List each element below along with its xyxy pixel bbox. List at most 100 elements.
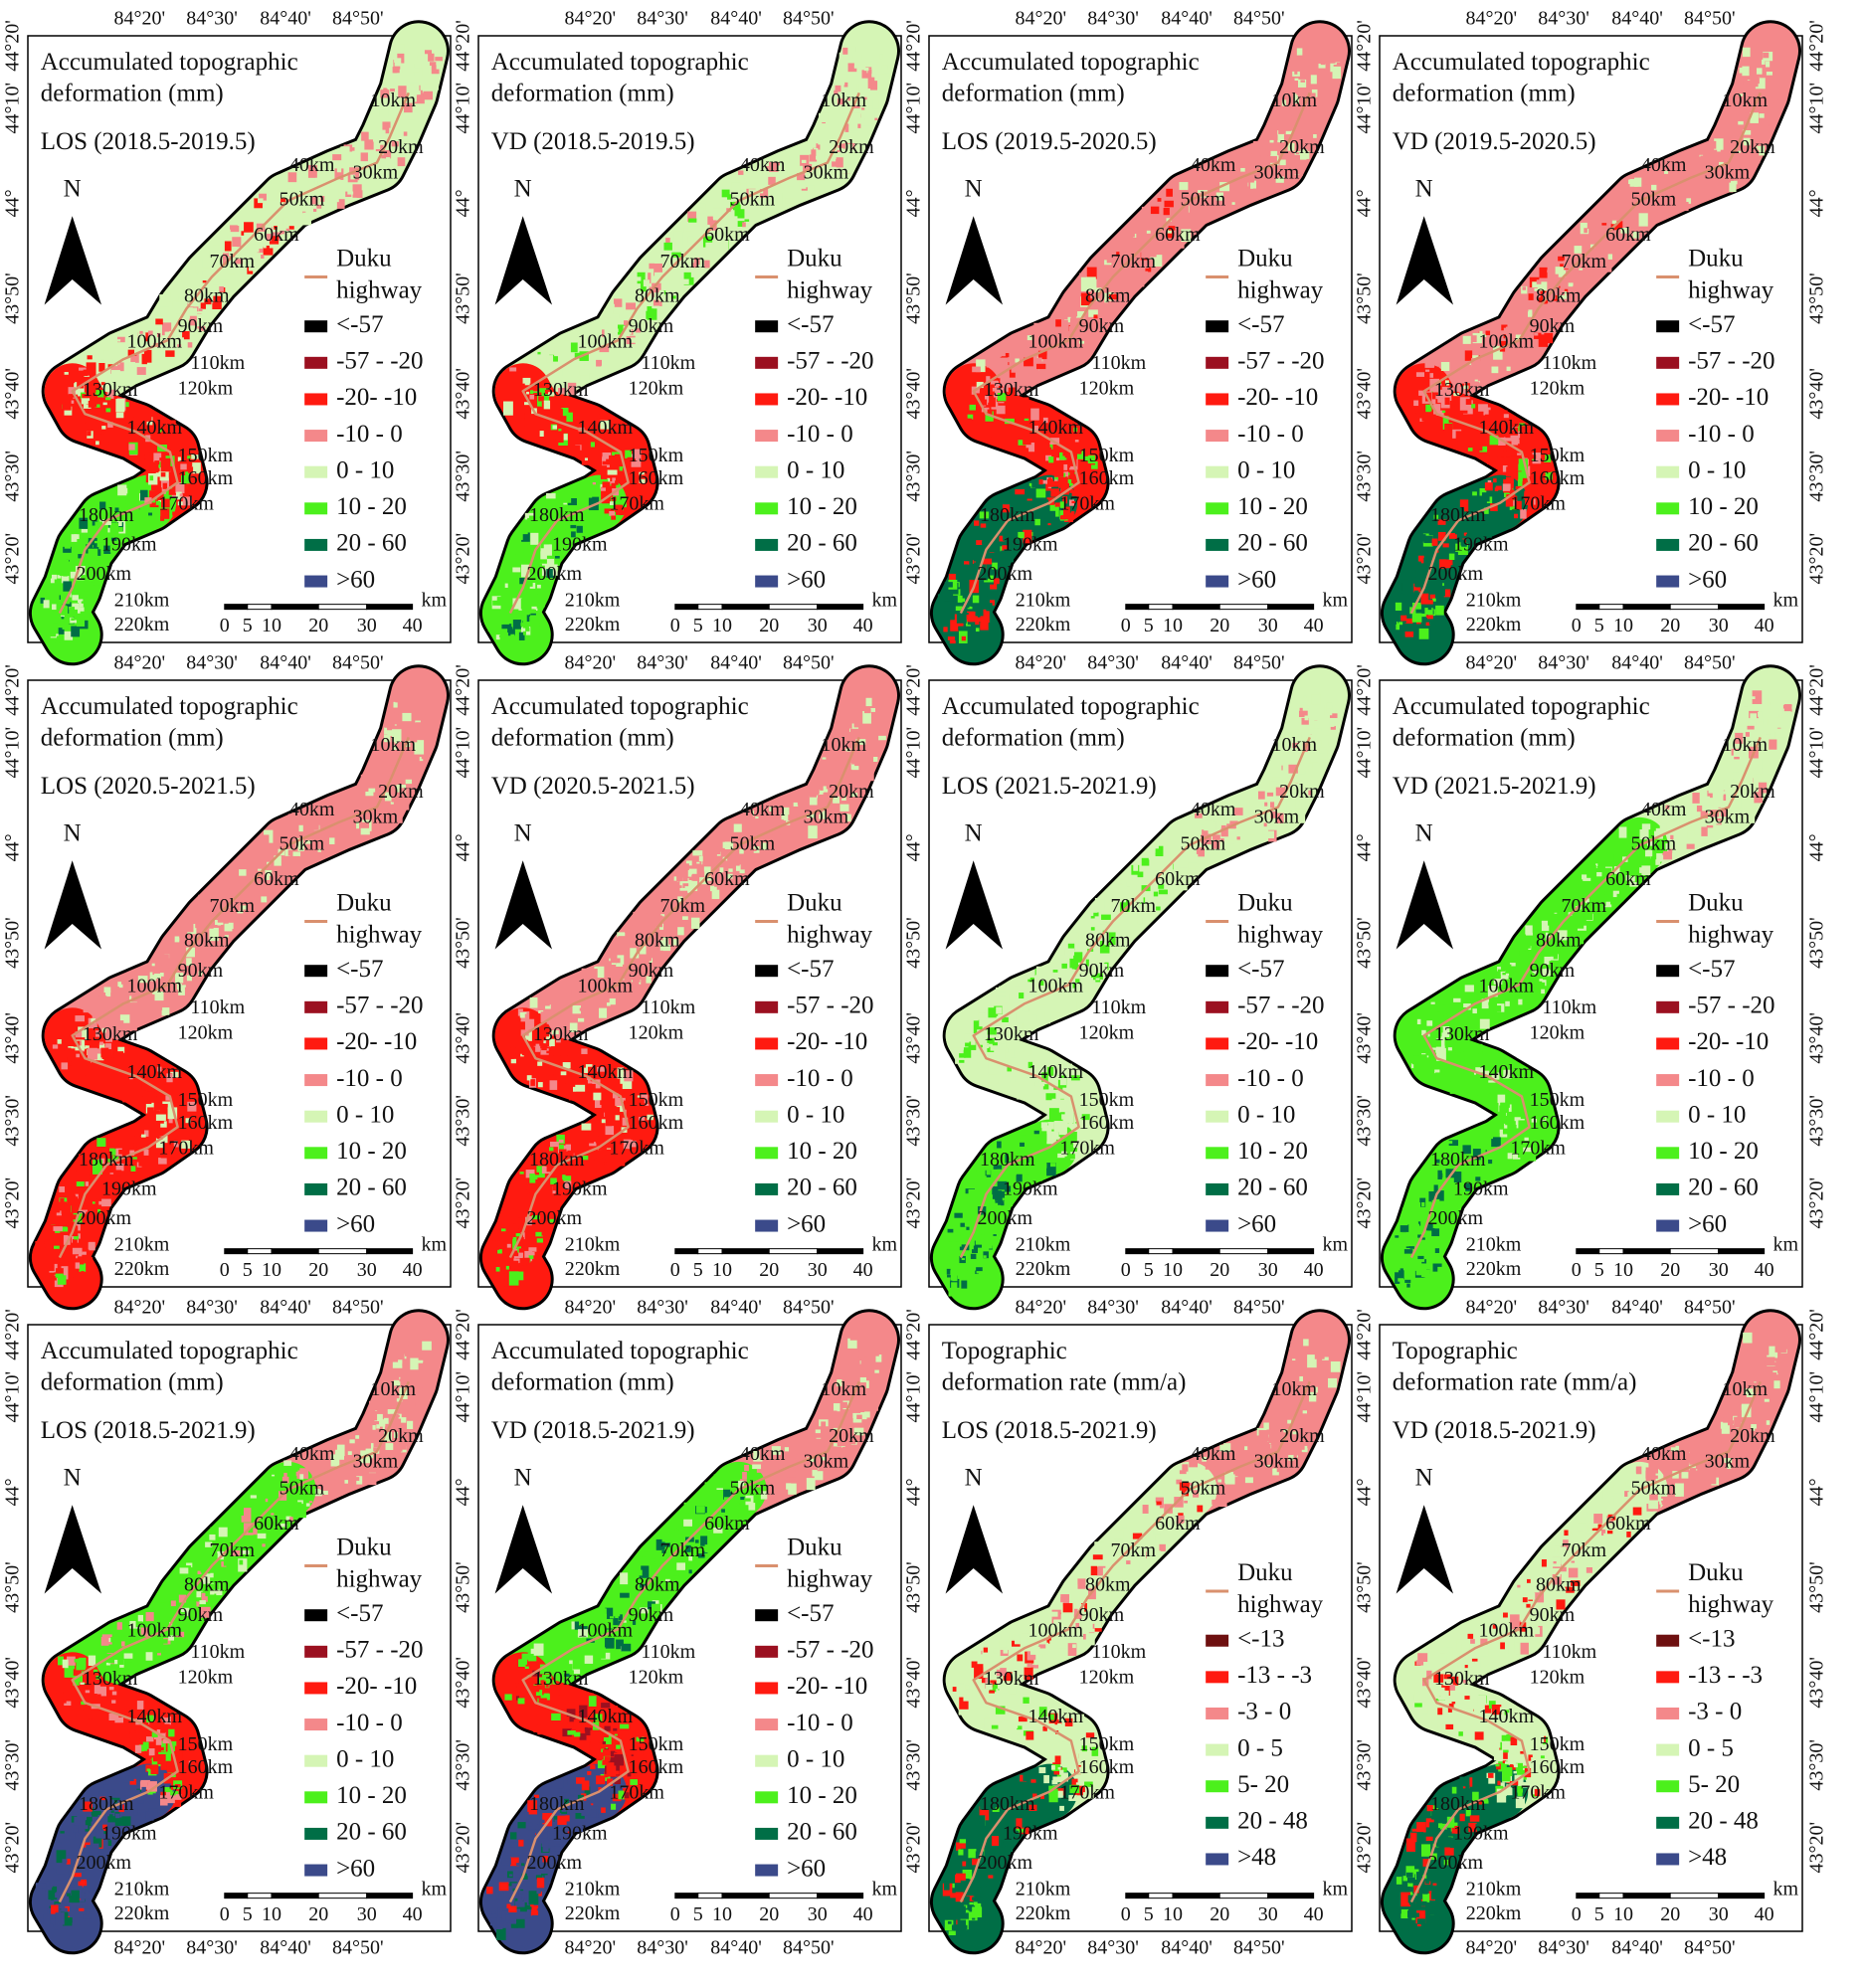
deformation-patch (541, 1044, 547, 1051)
km-marker: 40km (289, 799, 335, 820)
deformation-patch (948, 596, 953, 599)
deformation-patch (1423, 535, 1433, 544)
deformation-patch (230, 225, 240, 233)
deformation-patch (199, 909, 209, 917)
km-marker: 100km (1028, 330, 1084, 352)
deformation-patch (739, 227, 744, 232)
deformation-patch (579, 986, 586, 995)
deformation-patch (71, 613, 75, 618)
deformation-patch (835, 753, 840, 757)
deformation-patch (950, 595, 958, 601)
deformation-patch (1544, 454, 1552, 465)
panel-title: deformation (mm) (41, 81, 224, 107)
deformation-patch (1117, 880, 1123, 884)
deformation-patch (280, 230, 284, 235)
deformation-patch (750, 185, 757, 192)
deformation-patch (1404, 631, 1414, 637)
deformation-patch (537, 1061, 543, 1066)
deformation-patch (850, 763, 859, 771)
deformation-patch (546, 1207, 556, 1213)
deformation-patch (197, 326, 206, 331)
deformation-patch (370, 130, 377, 139)
deformation-patch (191, 454, 199, 459)
deformation-patch (831, 147, 839, 157)
km-marker: 90km (1079, 315, 1125, 337)
longitude-label: 84°40' (260, 8, 311, 30)
deformation-patch (103, 1030, 112, 1042)
deformation-patch (1591, 229, 1600, 239)
deformation-patch (492, 1241, 499, 1250)
deformation-patch (75, 572, 85, 581)
deformation-patch (1601, 223, 1607, 226)
deformation-patch (1163, 208, 1170, 216)
deformation-patch (1752, 123, 1759, 130)
deformation-patch (659, 940, 668, 951)
deformation-patch (1204, 819, 1213, 831)
deformation-patch (697, 207, 704, 212)
legend-swatch (304, 1037, 328, 1050)
deformation-patch (1607, 254, 1613, 260)
deformation-patch (69, 603, 80, 610)
deformation-patch (180, 940, 189, 945)
deformation-patch (1528, 293, 1534, 300)
scale-label: 30 (808, 615, 828, 636)
deformation-patch (71, 400, 75, 404)
deformation-patch (533, 1203, 542, 1213)
deformation-patch (359, 162, 368, 169)
deformation-patch (633, 990, 641, 996)
deformation-patch (1534, 310, 1542, 319)
deformation-patch (884, 718, 889, 723)
deformation-patch (712, 857, 720, 861)
deformation-patch (74, 1202, 81, 1210)
deformation-patch (1527, 454, 1537, 459)
deformation-patch (840, 732, 848, 745)
deformation-patch (47, 585, 52, 588)
deformation-patch (826, 740, 836, 751)
deformation-patch (865, 89, 871, 93)
deformation-patch (581, 968, 592, 979)
deformation-patch (1326, 702, 1333, 709)
deformation-patch (117, 1046, 125, 1053)
deformation-patch (71, 618, 75, 621)
deformation-patch (79, 1263, 87, 1272)
deformation-patch (500, 1228, 506, 1232)
deformation-patch (98, 363, 105, 372)
north-arrow (945, 216, 1004, 305)
deformation-patch (287, 845, 291, 849)
deformation-patch (70, 559, 78, 567)
deformation-patch (414, 94, 425, 104)
deformation-patch (88, 1047, 97, 1060)
deformation-patch (518, 560, 524, 565)
deformation-patch (208, 957, 212, 961)
deformation-patch (565, 525, 573, 536)
deformation-patch (117, 484, 127, 496)
legend-swatch (304, 1074, 328, 1087)
deformation-patch (382, 121, 391, 134)
deformation-patch (155, 1114, 166, 1121)
deformation-patch (129, 379, 133, 384)
km-marker: 20km (1730, 136, 1775, 158)
deformation-patch (1049, 415, 1058, 424)
deformation-patch (632, 1117, 643, 1132)
km-marker: 120km (1530, 378, 1586, 400)
deformation-patch (986, 603, 993, 612)
deformation-patch (773, 813, 780, 818)
deformation-patch (668, 243, 677, 249)
deformation-patch (149, 502, 159, 508)
deformation-patch (532, 563, 542, 578)
deformation-patch (1593, 248, 1604, 263)
deformation-patch (1091, 460, 1098, 469)
deformation-patch (825, 762, 830, 769)
legend-label: 10 - 20 (787, 493, 857, 520)
deformation-patch (1424, 608, 1433, 618)
deformation-patch (865, 693, 873, 699)
deformation-patch (513, 1248, 523, 1259)
deformation-patch (110, 389, 116, 395)
deformation-patch (1506, 466, 1517, 477)
deformation-patch (85, 1181, 90, 1186)
deformation-patch (348, 821, 357, 829)
deformation-patch (119, 1014, 130, 1023)
deformation-patch (55, 1262, 62, 1271)
deformation-patch (516, 611, 522, 619)
